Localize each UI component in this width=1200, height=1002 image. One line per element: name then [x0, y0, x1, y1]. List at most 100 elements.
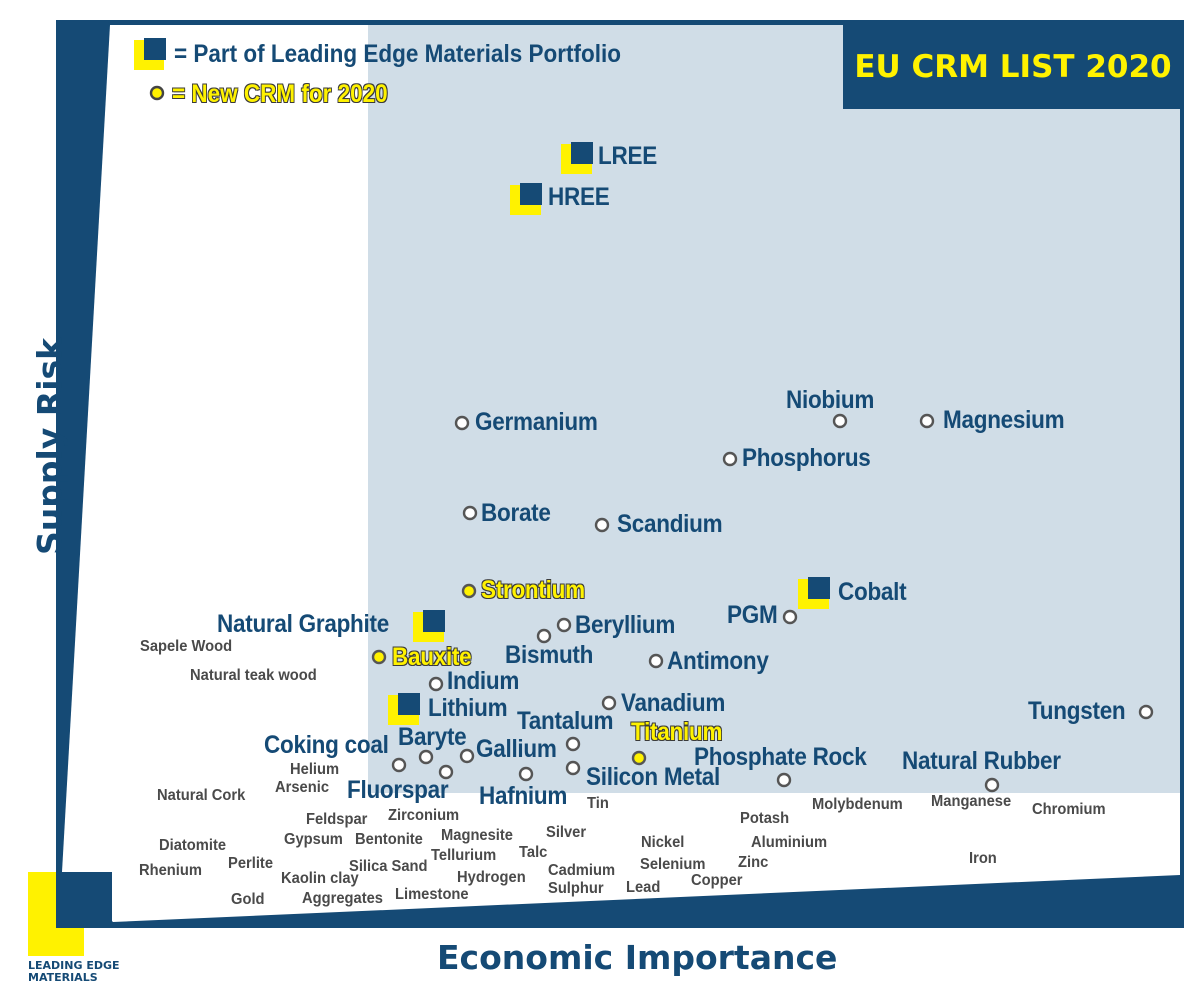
marker-silicon-metal	[565, 760, 581, 776]
chart-title: EU CRM LIST 2020	[854, 49, 1172, 85]
label-indium: Indium	[447, 667, 520, 695]
legend-portfolio-label: = Part of Leading Edge Materials Portfol…	[174, 40, 621, 68]
label-silica-sand: Silica Sand	[349, 858, 428, 875]
label-cobalt: Cobalt	[838, 578, 907, 606]
marker-fluorspar	[438, 764, 454, 780]
marker-titanium	[631, 750, 647, 766]
marker-bauxite	[371, 649, 387, 665]
marker-phosphate-rock	[776, 772, 792, 788]
label-niobium: Niobium	[786, 386, 875, 414]
label-silver: Silver	[546, 824, 587, 841]
label-phosphorus: Phosphorus	[742, 444, 871, 472]
label-perlite: Perlite	[228, 855, 274, 872]
marker-magnesium	[919, 413, 935, 429]
logo-line-2: MATERIALS	[28, 971, 98, 984]
label-iron: Iron	[969, 850, 997, 867]
label-limestone: Limestone	[395, 886, 469, 903]
marker-phosphorus	[722, 451, 738, 467]
marker-bismuth	[536, 628, 552, 644]
marker-hree-square	[510, 183, 542, 215]
label-bauxite: Bauxite	[392, 643, 472, 671]
label-rhenium: Rhenium	[139, 862, 202, 879]
marker-coking-coal	[391, 757, 407, 773]
marker-hafnium	[518, 766, 534, 782]
label-germanium: Germanium	[475, 408, 598, 436]
scatter-markers	[371, 142, 1154, 793]
label-molybdenum: Molybdenum	[812, 796, 903, 813]
title-box: EU CRM LIST 2020	[843, 25, 1183, 109]
label-sulphur: Sulphur	[548, 880, 604, 897]
label-bentonite: Bentonite	[355, 831, 423, 848]
label-zirconium: Zirconium	[388, 807, 460, 824]
label-feldspar: Feldspar	[306, 811, 368, 828]
label-scandium: Scandium	[617, 510, 723, 538]
label-beryllium: Beryllium	[575, 611, 676, 639]
label-lead: Lead	[626, 879, 661, 896]
label-zinc: Zinc	[738, 854, 769, 871]
marker-strontium	[461, 583, 477, 599]
label-sapele-wood: Sapele Wood	[140, 638, 233, 655]
label-gold: Gold	[231, 891, 265, 908]
label-strontium: Strontium	[481, 576, 585, 604]
marker-borate	[462, 505, 478, 521]
marker-indium	[428, 676, 444, 692]
label-bismuth: Bismuth	[505, 641, 594, 669]
label-pgm: PGM	[727, 601, 778, 629]
label-fluorspar: Fluorspar	[347, 776, 449, 804]
marker-natural-rubber	[984, 777, 1000, 793]
logo-navy-square	[56, 872, 112, 928]
label-gypsum: Gypsum	[284, 831, 343, 848]
label-silicon-metal: Silicon Metal	[586, 763, 721, 791]
marker-scandium	[594, 517, 610, 533]
label-hydrogen: Hydrogen	[457, 869, 526, 886]
x-axis-title: Economic Importance	[437, 938, 838, 977]
label-talc: Talc	[519, 844, 548, 861]
label-kaolin-clay: Kaolin clay	[281, 870, 359, 887]
marker-beryllium	[556, 617, 572, 633]
marker-germanium	[454, 415, 470, 431]
critical-zone	[368, 25, 1180, 793]
label-cadmium: Cadmium	[548, 862, 616, 879]
marker-cobalt-square	[798, 577, 830, 609]
label-manganese: Manganese	[931, 793, 1012, 810]
label-natural-cork: Natural Cork	[157, 787, 246, 804]
marker-tungsten	[1138, 704, 1154, 720]
label-lithium: Lithium	[428, 694, 508, 722]
label-vanadium: Vanadium	[621, 689, 726, 717]
legend-new-crm-label: = New CRM for 2020	[172, 80, 388, 108]
label-baryte: Baryte	[398, 723, 467, 751]
marker-niobium	[832, 413, 848, 429]
label-titanium: Titanium	[631, 718, 723, 746]
label-aluminium: Aluminium	[751, 834, 828, 851]
marker-pgm	[782, 609, 798, 625]
logo-line-1: LEADING EDGE	[28, 959, 120, 972]
marker-lithium-square	[388, 693, 420, 725]
label-aggregates: Aggregates	[302, 890, 383, 907]
marker-natural-graphite-square	[413, 610, 445, 642]
y-axis-title: Supply Risk	[30, 337, 69, 555]
label-nickel: Nickel	[641, 834, 685, 851]
legend-circle-icon	[149, 85, 165, 101]
label-borate: Borate	[481, 499, 551, 527]
label-tellurium: Tellurium	[431, 847, 497, 864]
marker-tantalum	[565, 736, 581, 752]
label-phosphate-rock: Phosphate Rock	[694, 743, 867, 771]
label-hafnium: Hafnium	[479, 782, 568, 810]
label-natural-graphite: Natural Graphite	[217, 610, 389, 638]
label-chromium: Chromium	[1032, 801, 1106, 818]
marker-vanadium	[601, 695, 617, 711]
marker-antimony	[648, 653, 664, 669]
label-magnesium: Magnesium	[943, 406, 1065, 434]
label-copper: Copper	[691, 872, 743, 889]
label-selenium: Selenium	[640, 856, 706, 873]
label-coking-coal: Coking coal	[264, 731, 389, 759]
label-lree: LREE	[598, 142, 657, 170]
label-gallium: Gallium	[476, 735, 557, 763]
label-natural-rubber: Natural Rubber	[902, 747, 1061, 775]
marker-lree-square	[561, 142, 593, 174]
label-potash: Potash	[740, 810, 790, 827]
label-tantalum: Tantalum	[517, 707, 614, 735]
legend-square-icon	[134, 38, 166, 70]
label-helium: Helium	[290, 761, 340, 778]
